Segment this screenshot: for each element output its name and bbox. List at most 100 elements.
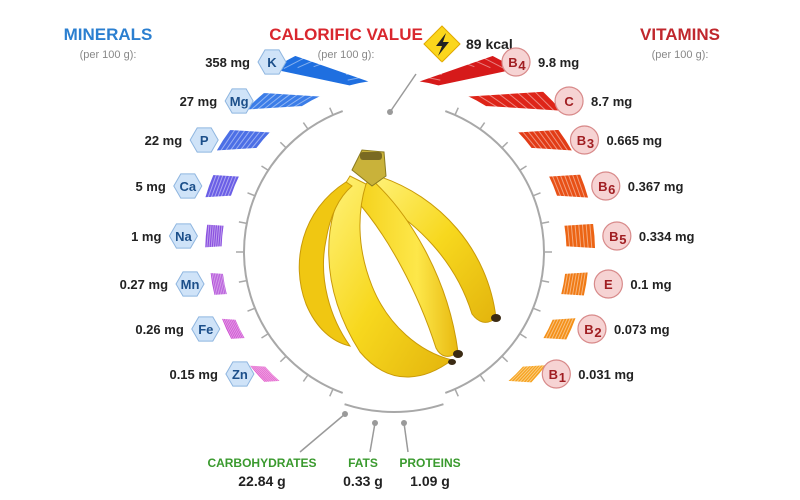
bar-stripe [532, 130, 548, 150]
bar-stripe [585, 223, 589, 249]
scale-ring [236, 107, 552, 413]
bar-stripe [214, 272, 220, 296]
bar-stripe [522, 131, 538, 150]
mineral-value: 22 mg [145, 133, 183, 148]
minerals-subtitle: (per 100 g): [80, 49, 137, 61]
bar-stripe [250, 131, 266, 150]
bar-stripe [522, 364, 539, 383]
vitamin-bar [560, 271, 589, 297]
bar-stripe [215, 224, 219, 248]
bar-stripe [450, 57, 475, 68]
bar-stripe [206, 224, 210, 248]
bar-stripe [230, 130, 246, 151]
vitamin-badge: C [554, 86, 584, 116]
left-scale-arc [243, 110, 344, 394]
mineral-symbol: Zn [232, 367, 248, 382]
mineral-value: 0.15 mg [169, 367, 217, 382]
bar-stripe [227, 318, 239, 340]
nutrient-label-fats: FATS [348, 456, 378, 470]
bar-stripe [278, 94, 298, 109]
bar-stripe [418, 75, 441, 81]
nutrient-value-carbohydrates: 22.84 g [238, 473, 285, 489]
vitamin-value: 0.665 mg [606, 133, 662, 148]
lightning-icon [423, 25, 461, 63]
bar-stripe [429, 58, 455, 66]
bar-stripe [344, 63, 369, 70]
calorific-subtitle: (per 100 g): [318, 49, 375, 61]
bar-stripe [581, 224, 585, 248]
bar-stripe [225, 129, 241, 151]
bar-stripe [577, 272, 583, 296]
vitamin-value: 8.7 mg [591, 94, 632, 109]
bar-stripe [551, 318, 562, 340]
bar-stripe [589, 223, 593, 249]
mineral-symbol: Mn [181, 277, 200, 292]
bar-stripe [217, 272, 223, 295]
right-scale-tick [501, 141, 509, 149]
bar-stripe [240, 130, 256, 150]
bar-stripe [221, 273, 227, 295]
bottom-scale-arc [344, 403, 444, 413]
bar-stripe [534, 91, 555, 112]
banana-bunch-illustration [298, 149, 501, 378]
bar-stripe [569, 272, 575, 296]
vitamins-title: VITAMINS [640, 25, 720, 44]
mineral-value: 5 mg [135, 179, 165, 194]
vitamin-subscript: 1 [559, 370, 566, 385]
vitamin-symbol: E [604, 277, 613, 292]
mineral-symbol: Ca [179, 179, 196, 194]
nutrient-value-fats: 0.33 g [343, 473, 383, 489]
bar-stripe [519, 365, 536, 383]
right-scale-tick [519, 165, 527, 171]
left-scale-tick [238, 221, 247, 225]
bar-stripe [513, 365, 530, 383]
bar-stripe [263, 93, 284, 110]
vitamin-subscript: 6 [608, 182, 615, 197]
mineral-symbol: P [200, 133, 209, 148]
bar-stripe [571, 272, 577, 296]
bar-stripe [508, 93, 529, 110]
bar-stripe [566, 272, 572, 296]
mineral-bar [204, 173, 241, 199]
bar-stripe [220, 175, 231, 197]
right-scale-tick [501, 355, 509, 363]
mineral-badge: K [257, 49, 287, 75]
bar-stripe [210, 174, 221, 198]
mineral-value: 358 mg [205, 55, 250, 70]
bar-stripe [480, 55, 505, 70]
bar-stripe [214, 174, 224, 198]
bar-stripe [254, 365, 271, 383]
bar-stripe [250, 92, 271, 111]
bar-stripe [553, 129, 569, 151]
bar-stripe [219, 225, 223, 247]
nutrient-value-proteins: 1.09 g [410, 473, 450, 489]
bar-stripe [252, 365, 269, 383]
bar-stripe [245, 131, 261, 150]
bar-stripe [548, 318, 559, 340]
bar-stripe [293, 95, 314, 108]
bar-stripe [516, 365, 533, 383]
bar-stripe [538, 130, 553, 151]
vitamin-subscript: 2 [594, 325, 601, 340]
carbohydrates-dot [342, 411, 348, 417]
bar-stripe [560, 317, 571, 340]
vitamin-subscript: 5 [619, 232, 626, 247]
bar-stripe [285, 94, 306, 108]
bar-stripe [212, 224, 216, 248]
mineral-value: 0.26 mg [135, 322, 183, 337]
bar-stripe [260, 365, 277, 382]
left-scale-tick [247, 192, 256, 197]
vitamin-value: 0.367 mg [628, 179, 684, 194]
vitamin-value: 0.334 mg [639, 229, 695, 244]
mineral-bar [220, 317, 247, 340]
bar-stripe [258, 365, 275, 383]
mineral-value: 1 mg [131, 229, 161, 244]
calorific-title: CALORIFIC VALUE [269, 25, 423, 44]
carbohydrates-pointer [299, 413, 346, 453]
bar-stripe [347, 75, 370, 81]
mineral-badge: P [189, 127, 219, 153]
bar-stripe [510, 365, 527, 382]
vitamin-symbol: B [577, 133, 586, 148]
